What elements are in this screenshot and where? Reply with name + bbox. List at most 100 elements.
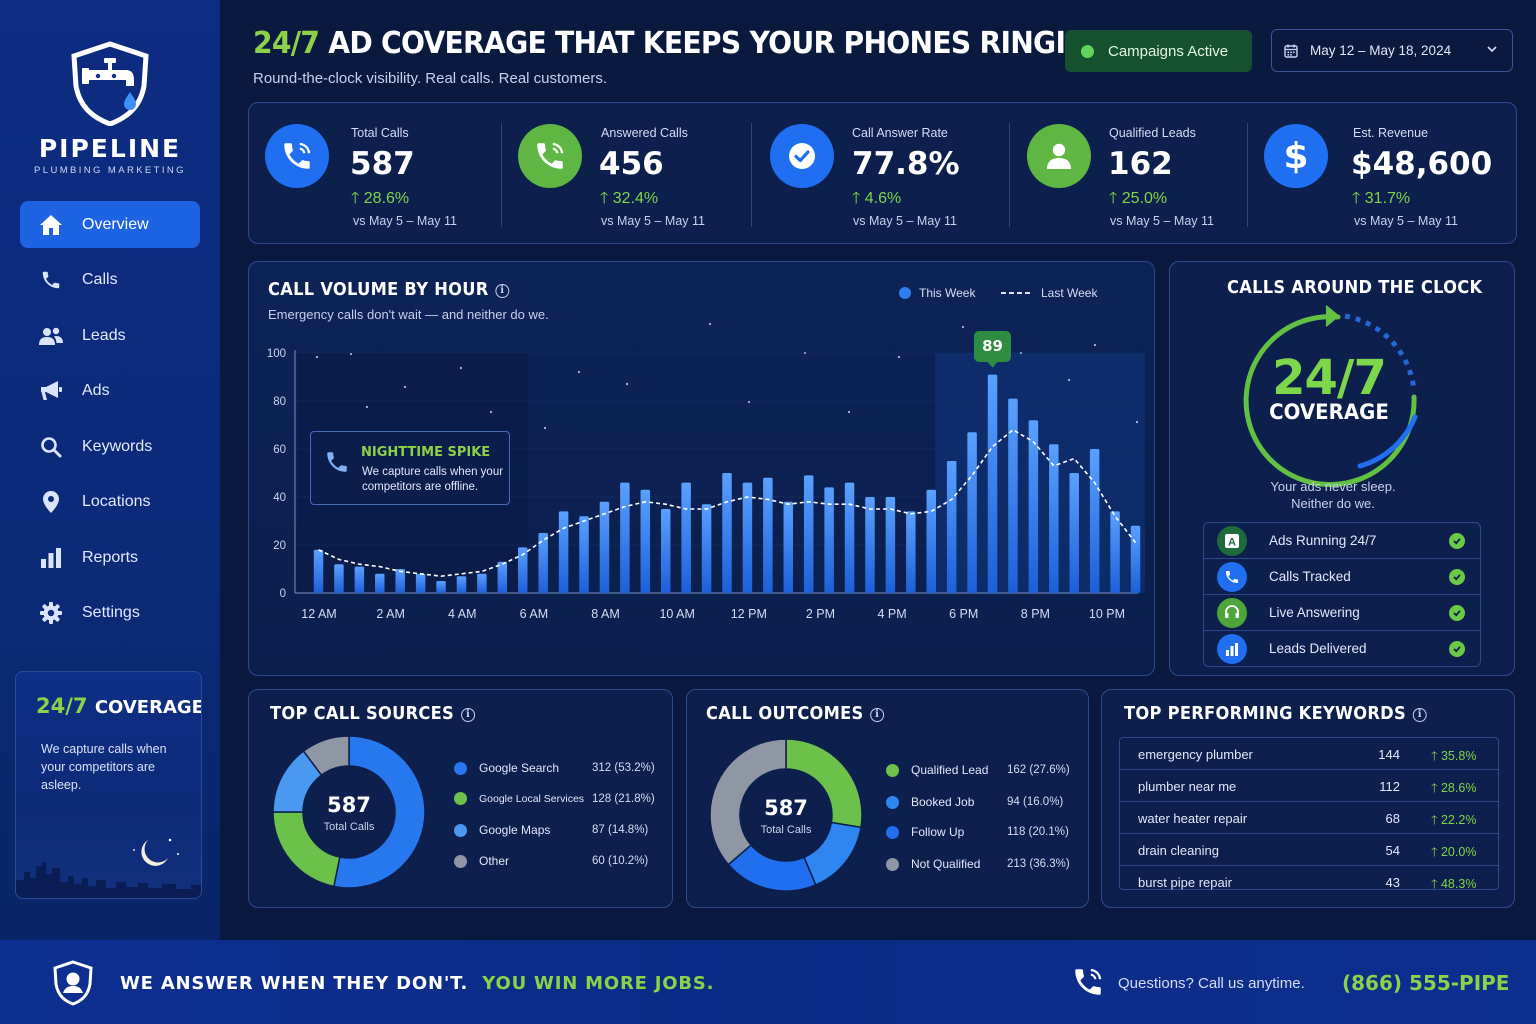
sidebar-item-label: Ads: [82, 382, 110, 399]
chart-title: CALL VOLUME BY HOUR: [268, 280, 489, 300]
bar[interactable]: [313, 549, 324, 593]
bar[interactable]: [579, 516, 589, 593]
bar[interactable]: [354, 566, 365, 593]
bar[interactable]: [742, 482, 753, 593]
legend-item[interactable]: Booked Job: [886, 795, 974, 809]
table-row[interactable]: water heater repair 68 🡑 22.2%: [1120, 802, 1498, 834]
campaign-status-badge[interactable]: Campaigns Active: [1065, 30, 1252, 72]
bar[interactable]: [946, 461, 957, 593]
status-dot-icon: [1081, 44, 1094, 58]
change-cell: 🡑 22.2%: [1431, 813, 1477, 827]
bar[interactable]: [395, 569, 405, 593]
donut-slice[interactable]: [302, 735, 350, 777]
legend-item[interactable]: Google Search: [454, 761, 559, 775]
table-row[interactable]: drain cleaning 54 🡑 20.0%: [1120, 834, 1498, 866]
panel-title: CALL OUTCOMES i: [706, 704, 885, 724]
bar[interactable]: [640, 489, 651, 593]
bar[interactable]: [1130, 525, 1141, 593]
legend-item[interactable]: Google Maps: [454, 823, 550, 837]
divider: [1204, 630, 1480, 631]
sidebar-item-keywords[interactable]: Keywords: [20, 423, 200, 470]
bar[interactable]: [987, 374, 998, 593]
bar[interactable]: [865, 497, 875, 593]
sidebar-item-settings[interactable]: Settings: [20, 590, 200, 637]
bar[interactable]: [967, 432, 977, 593]
y-tick-label: 0: [280, 588, 286, 600]
check-circle-icon: [770, 124, 834, 188]
date-range-picker[interactable]: May 12 – May 18, 2024: [1271, 29, 1513, 72]
bar[interactable]: [824, 487, 834, 593]
donut-slice[interactable]: [332, 735, 426, 889]
legend-last-week[interactable]: Last Week: [1001, 286, 1097, 300]
legend-item[interactable]: Google Local Services: [454, 792, 584, 805]
bar[interactable]: [599, 501, 610, 593]
bar[interactable]: [477, 573, 487, 593]
donut-slice[interactable]: [709, 738, 787, 866]
kpi-change-value: 28.6%: [363, 190, 410, 207]
bar[interactable]: [701, 504, 712, 593]
bar[interactable]: [415, 573, 426, 593]
x-tick-label: 2 PM: [806, 607, 835, 621]
bar[interactable]: [926, 489, 937, 593]
nighttime-spike-callout: NIGHTTIME SPIKE We capture calls when yo…: [310, 431, 510, 505]
bar[interactable]: [334, 564, 344, 593]
x-tick-label: 10 PM: [1089, 607, 1125, 621]
bar[interactable]: [906, 511, 916, 593]
table-row[interactable]: burst pipe repair 43 🡑 48.3%: [1120, 866, 1498, 898]
bar[interactable]: [518, 547, 528, 593]
bar[interactable]: [783, 501, 794, 593]
legend-item[interactable]: Not Qualified: [886, 857, 980, 871]
bar[interactable]: [722, 473, 732, 593]
star: [349, 352, 353, 356]
bar[interactable]: [1089, 449, 1100, 593]
bar[interactable]: [620, 482, 630, 593]
bar-chart-icon: [1217, 633, 1247, 664]
info-icon[interactable]: i: [461, 708, 475, 722]
megaphone-icon: [38, 380, 64, 402]
info-icon[interactable]: i: [870, 708, 885, 722]
legend-item[interactable]: Qualified Lead: [886, 763, 988, 777]
campaign-status-label: Campaigns Active: [1108, 42, 1229, 60]
legend-this-week[interactable]: This Week: [899, 286, 975, 300]
sidebar-item-ads[interactable]: Ads: [20, 368, 200, 415]
bar[interactable]: [1008, 398, 1018, 593]
sidebar-item-reports[interactable]: Reports: [20, 534, 200, 581]
brand-logo[interactable]: PIPELINE PLUMBING MARKETING: [0, 40, 220, 176]
bar[interactable]: [1110, 511, 1120, 593]
bar[interactable]: [375, 573, 385, 593]
change-value: 28.6%: [1440, 781, 1477, 795]
keyword-cell: water heater repair: [1138, 811, 1248, 826]
bar[interactable]: [436, 581, 446, 593]
legend-item[interactable]: Other: [454, 854, 509, 868]
bar[interactable]: [558, 511, 569, 593]
sidebar-item-locations[interactable]: Locations: [20, 479, 200, 526]
table-row[interactable]: plumber near me 112 🡑 28.6%: [1120, 770, 1498, 802]
legend-dot-icon: [454, 823, 467, 837]
divider: [1120, 769, 1498, 770]
bar[interactable]: [660, 509, 671, 593]
bar[interactable]: [1028, 420, 1039, 593]
outcomes-donut-chart[interactable]: [706, 735, 866, 895]
sidebar-item-overview[interactable]: Overview: [20, 201, 200, 248]
info-icon[interactable]: i: [495, 284, 510, 298]
table-row[interactable]: emergency plumber 144 🡑 35.8%: [1120, 738, 1498, 770]
sidebar-item-leads[interactable]: Leads: [20, 312, 200, 359]
info-icon[interactable]: i: [1412, 708, 1427, 722]
sources-donut-chart[interactable]: [269, 732, 429, 892]
footer-phone-link[interactable]: (866) 555-PIPE: [1342, 971, 1510, 995]
bar[interactable]: [681, 482, 691, 593]
bar[interactable]: [497, 561, 508, 593]
sidebar-item-calls[interactable]: Calls: [20, 257, 200, 304]
bar[interactable]: [1069, 473, 1079, 593]
bar[interactable]: [803, 475, 814, 593]
star: [747, 400, 751, 404]
bar[interactable]: [763, 477, 773, 593]
bar[interactable]: [456, 576, 467, 593]
kpi-summary: Total Calls 587 🡑 28.6% vs May 5 – May 1…: [248, 102, 1517, 244]
bar[interactable]: [885, 497, 896, 593]
bar[interactable]: [538, 533, 548, 593]
legend-item[interactable]: Follow Up: [886, 825, 964, 839]
bar[interactable]: [1049, 444, 1059, 593]
bar[interactable]: [844, 482, 855, 593]
divider: [1120, 801, 1498, 802]
